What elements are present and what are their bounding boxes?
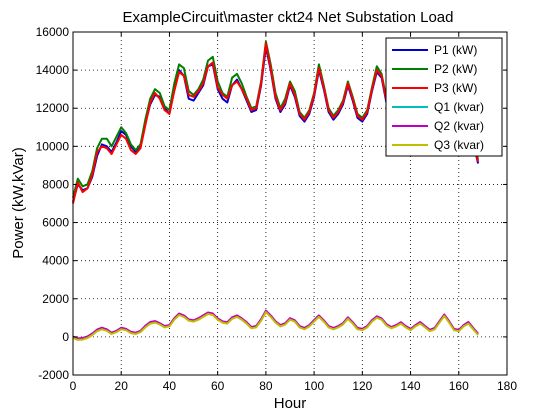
x-tick-label: 40 (163, 379, 177, 393)
x-tick-label: 20 (115, 379, 129, 393)
plot-frame (72, 31, 508, 376)
x-tick-label: 120 (352, 379, 372, 393)
legend-label: P1 (kW) (434, 43, 477, 57)
x-tick-label: 80 (259, 379, 273, 393)
legend-label: Q1 (kvar) (434, 100, 484, 114)
y-axis-title: Power (kW,kVar) (10, 147, 27, 258)
legend-label: Q2 (kvar) (434, 119, 484, 133)
x-tick-label: 100 (304, 379, 324, 393)
legend-label: Q3 (kvar) (434, 138, 484, 152)
x-tick-label: 60 (211, 379, 225, 393)
y-tick-label: 4000 (42, 254, 69, 268)
series-line-5 (72, 311, 479, 341)
x-axis-title: Hour (274, 395, 307, 412)
x-tick-label: 0 (70, 379, 77, 393)
y-tick-label: -2000 (38, 368, 69, 382)
legend: P1 (kW) P2 (kW) P3 (kW) Q1 (kvar) Q2 (kvar) Q… (385, 37, 503, 157)
legend-label: P2 (kW) (434, 62, 477, 76)
grid-lines (73, 32, 507, 375)
y-tick-label: 6000 (42, 216, 69, 230)
legend-label: P3 (kW) (434, 81, 477, 95)
legend-items: P1 (kW) P2 (kW) P3 (kW) Q1 (kvar) Q2 (kvar) Q… (392, 43, 484, 152)
y-tick-label: 12000 (36, 101, 70, 115)
y-tick-label: 2000 (42, 292, 69, 306)
x-tick-label: 180 (497, 379, 517, 393)
chart-title: ExampleCircuit\master ckt24 Net Substati… (123, 9, 454, 26)
y-tick-labels: -2000 0 2000 4000 6000 8000 10000 12000 14000 160… (36, 25, 70, 382)
x-tick-labels: 0 20 40 60 80 100 120 140 160 180 (70, 379, 518, 393)
axis-ticks (72, 31, 508, 376)
x-tick-label: 160 (449, 379, 469, 393)
y-tick-label: 14000 (36, 63, 70, 77)
legend-box (385, 37, 503, 157)
y-tick-label: 16000 (36, 25, 70, 39)
y-tick-label: 8000 (42, 177, 69, 191)
x-tick-label: 140 (401, 379, 421, 393)
y-tick-label: 0 (62, 330, 69, 344)
y-tick-label: 10000 (36, 139, 70, 153)
